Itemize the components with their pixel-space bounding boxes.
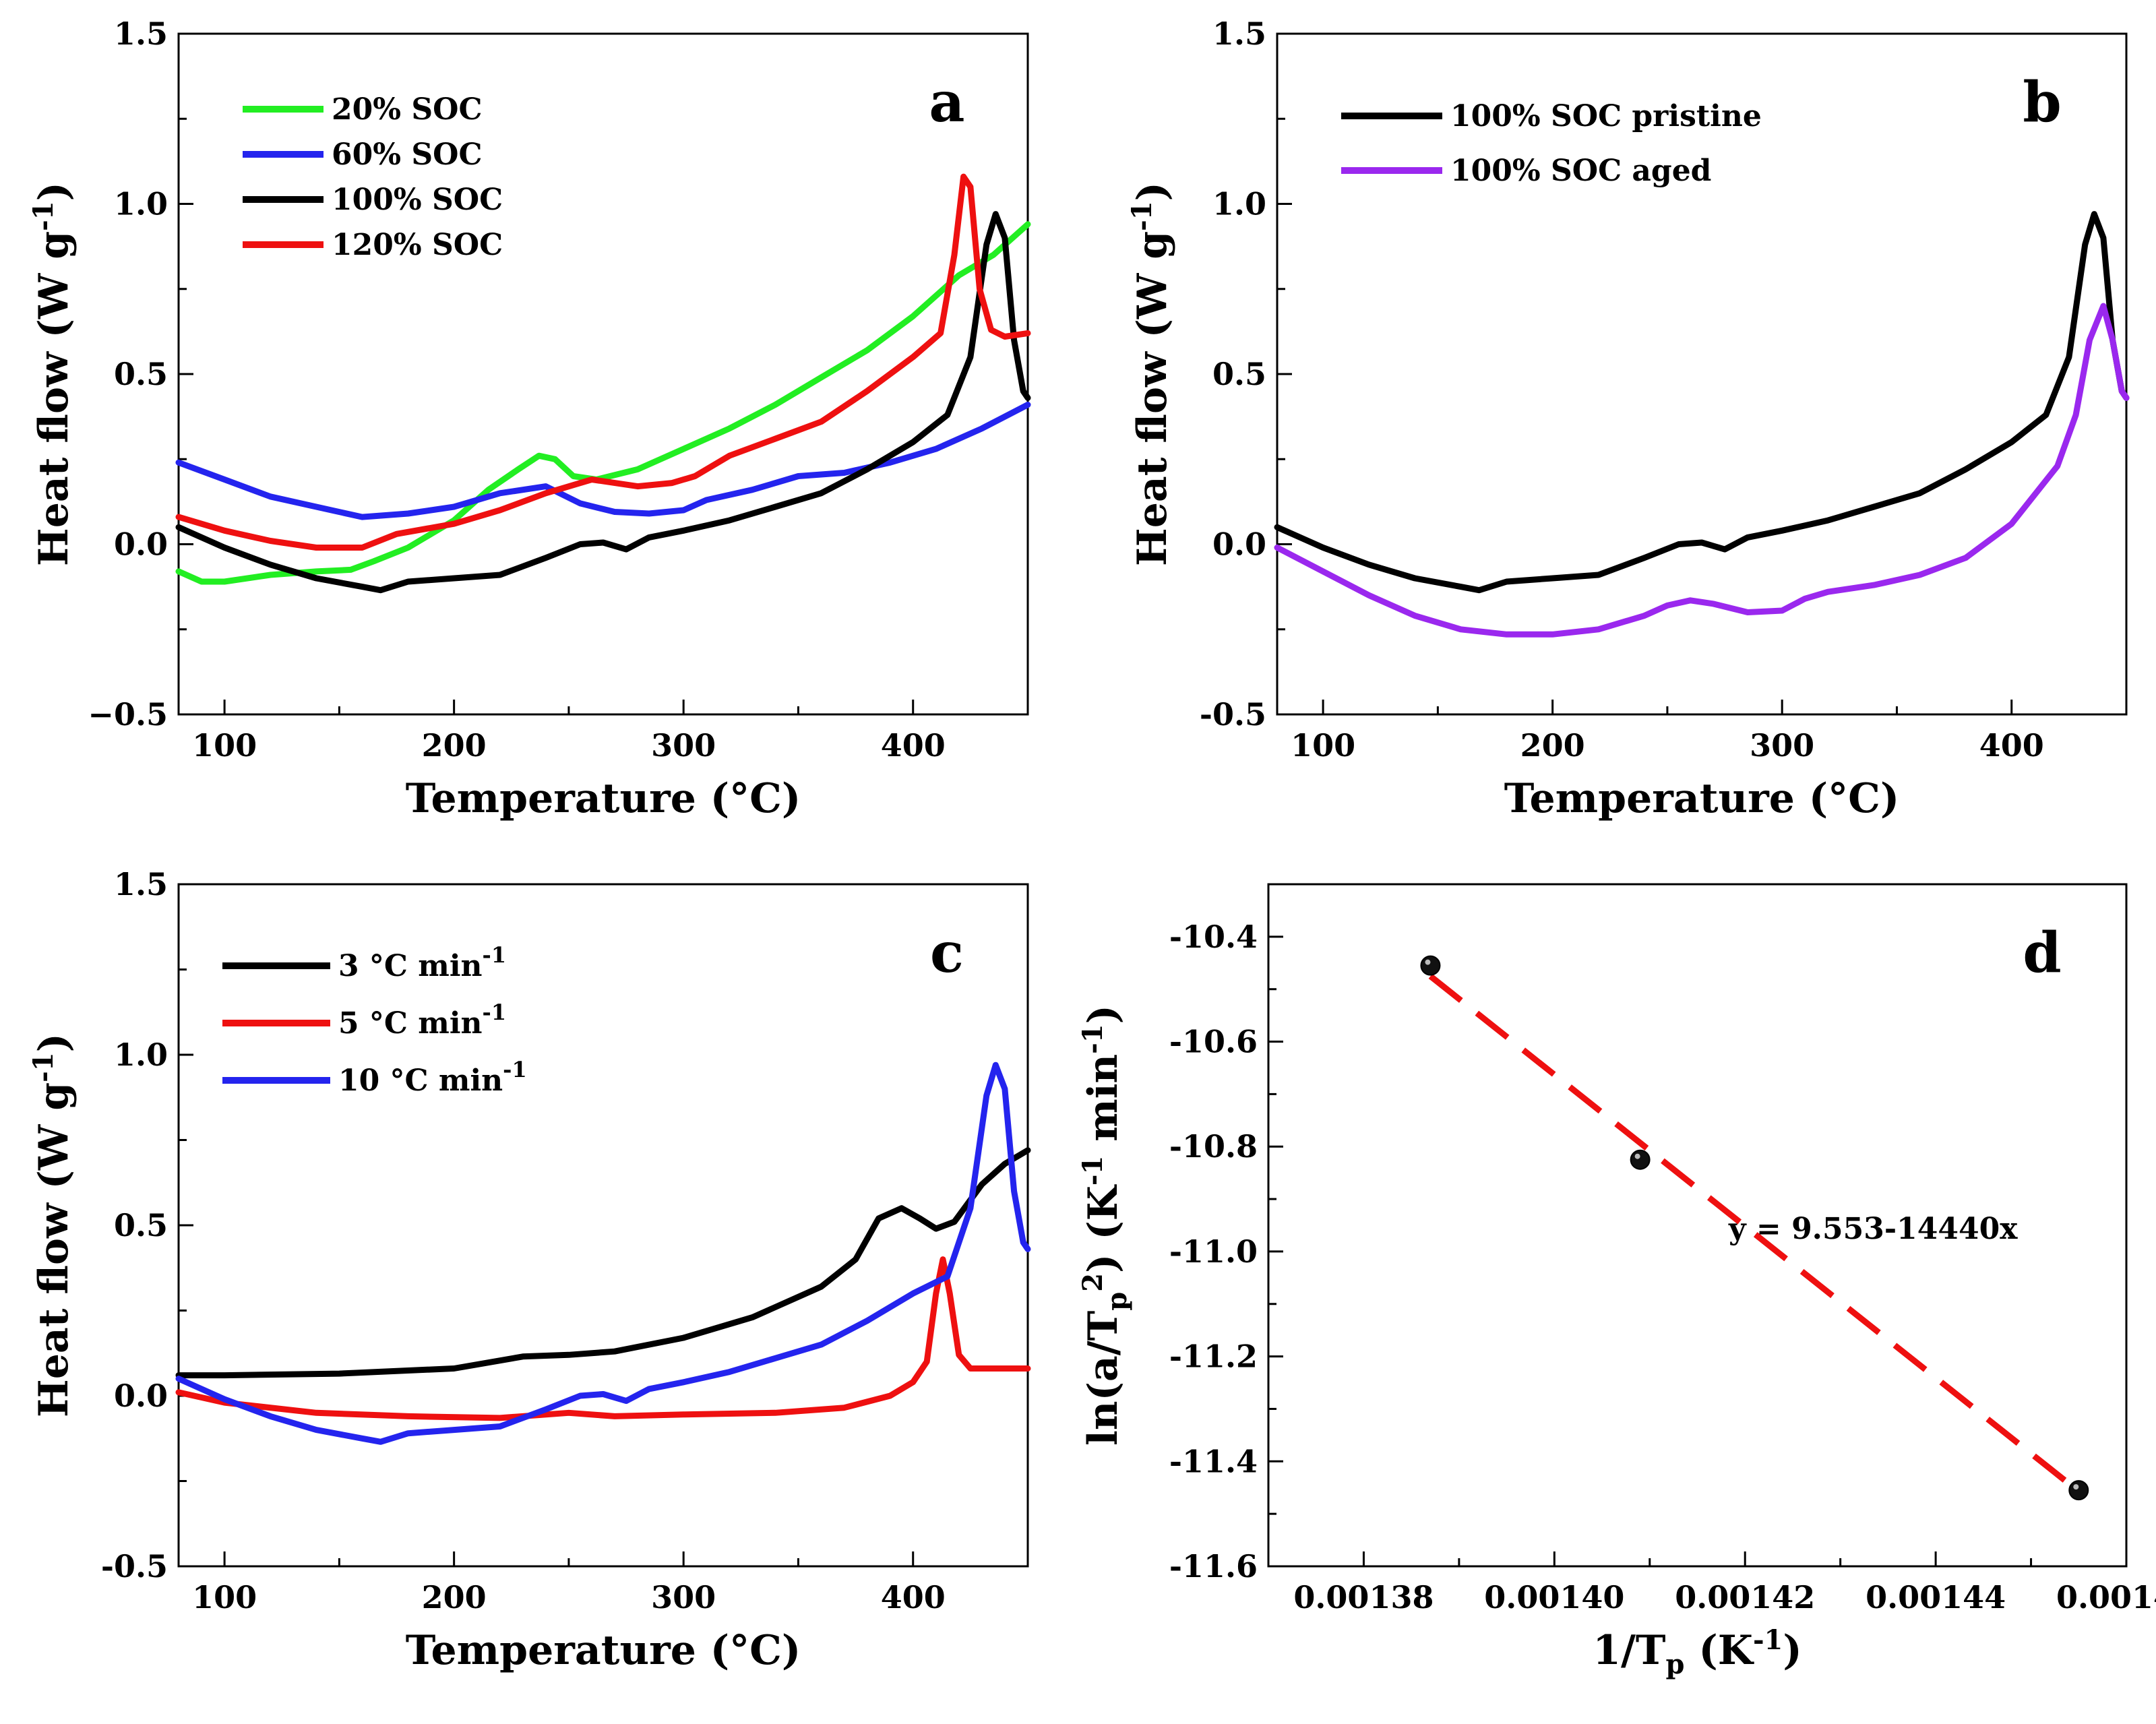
y-tick-label: 0.5 bbox=[114, 356, 168, 392]
series-line-120-soc bbox=[175, 173, 1031, 551]
y-tick-label: -10.8 bbox=[1169, 1128, 1258, 1165]
x-tick-label: 100 bbox=[1291, 727, 1355, 764]
panel-label: d bbox=[2023, 921, 2061, 985]
x-tick-label: 200 bbox=[422, 1579, 487, 1615]
series-line-10-c-min-1 bbox=[175, 1061, 1031, 1445]
x-tick-label: 400 bbox=[1979, 727, 2044, 764]
y-tick-label: 0.0 bbox=[114, 526, 168, 563]
series-line-3-c-min-1 bbox=[175, 1147, 1031, 1379]
y-axis-label: Heat flow (W g-1) bbox=[1126, 182, 1176, 566]
y-tick-label: 1.5 bbox=[114, 16, 168, 52]
panel-label: a bbox=[929, 70, 964, 135]
y-axis-label: Heat flow (W g-1) bbox=[28, 182, 78, 566]
y-tick-label: -10.6 bbox=[1169, 1024, 1258, 1060]
y-tick-label: 0.0 bbox=[1212, 526, 1266, 563]
y-tick-label: 1.5 bbox=[1212, 16, 1266, 52]
panel-c: 100 200 300 400 -0.5 0.0 0.5 1.0 1.5 Temperature … bbox=[28, 866, 1031, 1674]
y-tick-label: -0.5 bbox=[101, 1548, 168, 1584]
y-tick-label: 0.5 bbox=[1212, 356, 1266, 392]
y-tick-label: -10.4 bbox=[1169, 919, 1258, 955]
y-tick-label: 1.0 bbox=[114, 1037, 168, 1073]
x-axis-label: Temperature (°C) bbox=[406, 1627, 801, 1674]
legend-label: 100% SOC bbox=[332, 183, 503, 217]
x-axis-label: Temperature (°C) bbox=[1504, 775, 1900, 822]
x-tick-label: 0.00144 bbox=[1866, 1579, 2006, 1615]
y-tick-label: -11.2 bbox=[1169, 1338, 1258, 1375]
y-tick-label: -11.4 bbox=[1169, 1443, 1258, 1479]
data-point bbox=[1420, 955, 1441, 976]
y-tick-label: 1.0 bbox=[1212, 186, 1266, 222]
panel-a: 100 200 300 400 −0.5 0.0 0.5 1.0 1.5 Temperature … bbox=[28, 16, 1031, 822]
fit-equation: y = 9.553-14440x bbox=[1728, 1212, 2018, 1246]
x-tick-label: 300 bbox=[651, 1579, 716, 1615]
legend-label: 3 °C min-1 bbox=[338, 942, 506, 983]
plot-frame bbox=[177, 883, 1029, 1568]
panel-label: c bbox=[930, 921, 964, 985]
x-tick-label: 400 bbox=[881, 727, 946, 764]
series-line-5-c-min-1 bbox=[175, 1256, 1031, 1421]
y-tick-label: -11.6 bbox=[1169, 1548, 1258, 1584]
y-tick-label: 0.0 bbox=[114, 1378, 168, 1414]
plot-frame bbox=[1267, 883, 2128, 1568]
x-tick-label: 400 bbox=[881, 1579, 946, 1615]
legend-label: 100% SOC pristine bbox=[1450, 99, 1762, 133]
x-axis-label: 1/Tp (K-1) bbox=[1593, 1624, 1802, 1680]
data-point bbox=[2068, 1480, 2089, 1501]
series-line-20-soc bbox=[175, 221, 1031, 585]
panel-d: 0.00138 0.00140 0.00142 0.00144 0.00146 -11.6… bbox=[1077, 883, 2156, 1680]
data-point-highlight bbox=[1634, 1153, 1640, 1159]
data-point-highlight bbox=[1425, 959, 1431, 965]
series-line-100-soc-aged bbox=[1274, 303, 2130, 638]
data-point bbox=[1630, 1149, 1651, 1170]
legend-label: 10 °C min-1 bbox=[338, 1057, 527, 1098]
x-tick-label: 200 bbox=[1520, 727, 1585, 764]
panel-b: 100 200 300 400 -0.5 0.0 0.5 1.0 1.5 Temperature … bbox=[1126, 16, 2130, 822]
legend-label: 120% SOC bbox=[332, 228, 503, 262]
y-tick-label: 1.0 bbox=[114, 186, 168, 222]
series-line-60-soc bbox=[175, 402, 1031, 520]
y-tick-label: 0.5 bbox=[114, 1207, 168, 1243]
y-tick-label: −0.5 bbox=[88, 696, 168, 733]
x-tick-label: 300 bbox=[651, 727, 716, 764]
y-axis-label: ln(a/Tp2) (K-1 min-1) bbox=[1077, 1005, 1133, 1446]
y-tick-label: 1.5 bbox=[114, 866, 168, 902]
y-axis-label: Heat flow (W g-1) bbox=[28, 1033, 78, 1417]
plot-frame bbox=[177, 32, 1029, 716]
panel-label: b bbox=[2023, 70, 2061, 135]
x-tick-label: 0.00142 bbox=[1675, 1579, 1815, 1615]
x-tick-label: 100 bbox=[192, 1579, 257, 1615]
x-tick-label: 100 bbox=[192, 727, 257, 764]
legend-label: 20% SOC bbox=[332, 92, 482, 127]
x-axis-label: Temperature (°C) bbox=[406, 775, 801, 822]
y-tick-label: -0.5 bbox=[1200, 696, 1266, 733]
series-line-100-soc-pristine bbox=[1274, 211, 2130, 594]
series-line-100-soc bbox=[175, 211, 1031, 594]
data-point-highlight bbox=[2073, 1484, 2079, 1490]
legend-label: 100% SOC aged bbox=[1450, 154, 1711, 188]
fit-line bbox=[1428, 973, 2081, 1494]
x-tick-label: 0.00140 bbox=[1484, 1579, 1624, 1615]
x-tick-label: 200 bbox=[422, 727, 487, 764]
x-tick-label: 0.00146 bbox=[2056, 1579, 2156, 1615]
x-tick-label: 0.00138 bbox=[1293, 1579, 1434, 1615]
y-tick-label: -11.0 bbox=[1169, 1233, 1258, 1270]
x-tick-label: 300 bbox=[1750, 727, 1814, 764]
legend-label: 60% SOC bbox=[332, 137, 482, 172]
legend-label: 5 °C min-1 bbox=[338, 999, 506, 1041]
